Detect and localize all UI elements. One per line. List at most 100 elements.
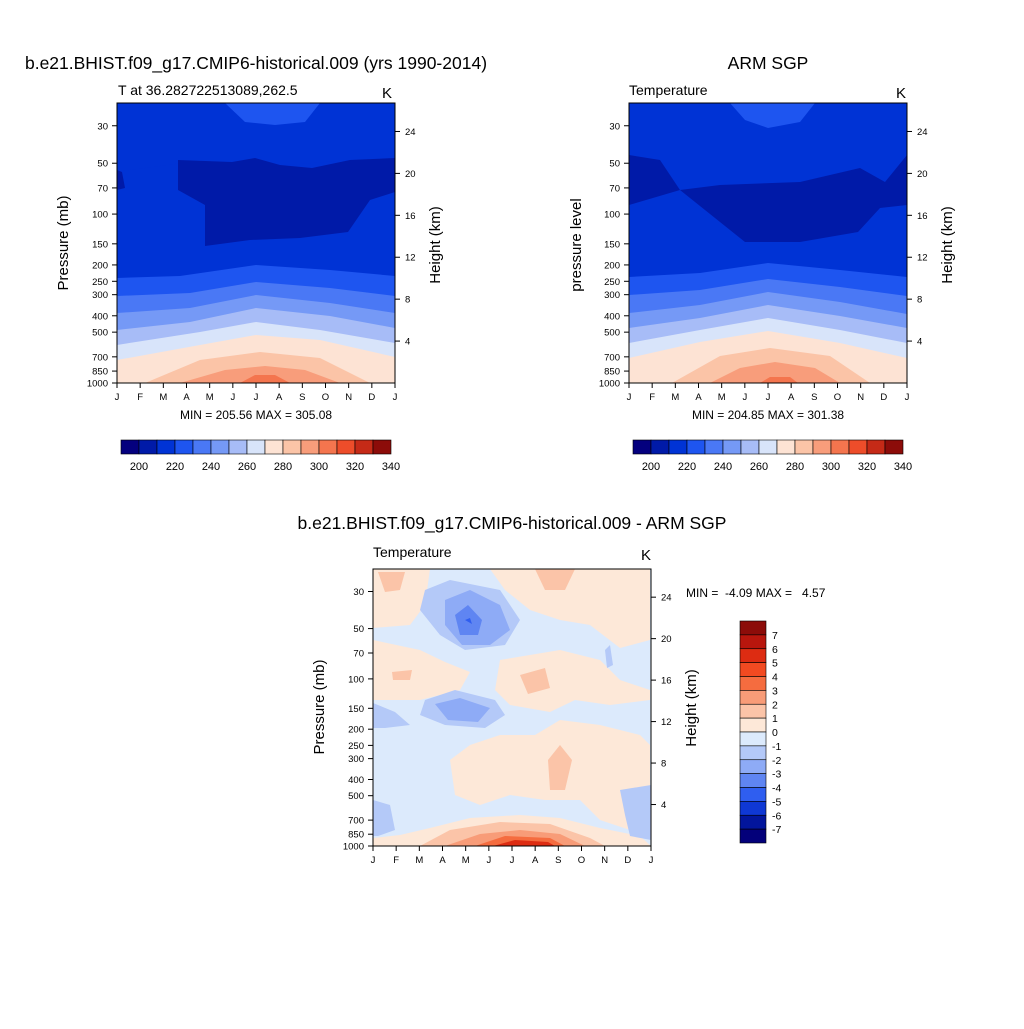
panel-difference-ylabel: Pressure (mb) <box>311 659 328 754</box>
colorbar-swatch <box>739 787 767 802</box>
warm-patch-mid-center <box>495 650 650 712</box>
y-tick-label: 500 <box>604 328 620 339</box>
y-right-tick-label: 4 <box>405 337 410 348</box>
colorbar-label: 1 <box>772 713 778 725</box>
colorbar-swatch <box>300 439 320 455</box>
x-tick-label: J <box>371 855 376 866</box>
cool-patch-low-left <box>373 800 395 836</box>
y-tick-label: 30 <box>97 121 108 132</box>
y-tick-label: 50 <box>353 624 364 635</box>
colorbar-swatch <box>739 676 767 691</box>
y-right-tick-label: 16 <box>405 211 416 222</box>
y-right-tick-label: 20 <box>405 169 416 180</box>
x-tick-label: N <box>601 855 608 866</box>
colorbar-swatch <box>739 703 767 719</box>
y-tick-label: 850 <box>604 367 620 378</box>
panel-observation-units: K <box>896 85 906 102</box>
colorbar-label: -5 <box>772 796 781 808</box>
y-tick-label: 70 <box>609 183 620 194</box>
colorbar-swatch <box>372 439 392 455</box>
y-tick-label: 700 <box>604 352 620 363</box>
colorbar-label: -4 <box>772 783 781 795</box>
colorbar-label: 300 <box>310 461 328 473</box>
y-tick-label: 400 <box>348 775 364 786</box>
y-tick-label: 300 <box>92 290 108 301</box>
x-tick-label: J <box>742 392 747 403</box>
colorbar-swatch <box>156 439 176 455</box>
x-tick-label: J <box>115 392 120 403</box>
panel-observation-title: ARM SGP <box>728 53 809 73</box>
y-tick-label: 30 <box>353 587 364 598</box>
field-max <box>240 375 290 383</box>
x-tick-label: A <box>276 392 283 403</box>
x-tick-label: J <box>766 392 771 403</box>
panel-model-ylabel-right: Height (km) <box>427 206 444 284</box>
colorbar-swatch <box>722 439 742 455</box>
panel-difference-stats: MIN = -4.09 MAX = 4.57 <box>686 586 826 600</box>
colorbar-label: 300 <box>822 461 840 473</box>
colorbar-label: 280 <box>786 461 804 473</box>
warm-patch-mid-center-core <box>520 668 550 694</box>
warm-band-surface-max <box>493 840 555 846</box>
x-tick-label: F <box>649 392 655 403</box>
field-band-305 <box>710 362 840 383</box>
colorbar-swatch <box>776 439 796 455</box>
colorbar-swatch <box>318 439 338 455</box>
colorbar-label: 200 <box>130 461 148 473</box>
field-tropopause-cold-left <box>117 170 125 190</box>
warm-patch-top-left-core <box>378 572 405 592</box>
colorbar-label: 6 <box>772 644 778 656</box>
y-tick-label: 250 <box>92 277 108 288</box>
x-tick-label: O <box>834 392 841 403</box>
colorbar-label: -3 <box>772 769 781 781</box>
colorbar-label: 2 <box>772 699 778 711</box>
cool-patch-upper-min <box>465 618 472 624</box>
colorbar-swatch <box>174 439 194 455</box>
x-tick-label: M <box>206 392 214 403</box>
colorbar-swatch <box>632 439 652 455</box>
warm-patch-mid-left <box>373 640 470 700</box>
colorbar-swatch <box>120 439 140 455</box>
x-tick-label: O <box>578 855 585 866</box>
y-tick-label: 150 <box>604 239 620 250</box>
x-tick-label: D <box>880 392 887 403</box>
y-right-tick-label: 8 <box>405 295 410 306</box>
y-tick-label: 500 <box>92 328 108 339</box>
x-tick-label: A <box>439 855 446 866</box>
panel-model-ylabel: Pressure (mb) <box>55 195 72 290</box>
y-tick-label: 850 <box>92 367 108 378</box>
warm-patch-mid-left-core <box>392 670 412 680</box>
x-tick-label: J <box>393 392 398 403</box>
field-tropopause-cold <box>629 155 907 242</box>
y-tick-label: 30 <box>609 121 620 132</box>
warm-patch-low-core <box>548 745 572 790</box>
colorbar-swatch <box>739 690 767 705</box>
cool-speck <box>605 645 613 668</box>
colorbar-swatch <box>668 439 688 455</box>
colorbar-label: 220 <box>678 461 696 473</box>
colorbar-label: 280 <box>274 461 292 473</box>
y-right-tick-label: 12 <box>405 253 416 264</box>
x-tick-label: A <box>788 392 795 403</box>
warm-patch-top-right <box>490 569 650 648</box>
colorbar-swatch <box>739 773 767 788</box>
x-tick-label: D <box>368 392 375 403</box>
colorbar-swatch <box>739 634 767 650</box>
cool-patch-low-right <box>620 785 651 840</box>
field-band-305 <box>180 366 340 383</box>
colorbar-swatch <box>884 439 904 455</box>
y-right-tick-label: 24 <box>405 127 416 138</box>
y-tick-label: 150 <box>348 704 364 715</box>
x-tick-label: O <box>322 392 329 403</box>
y-tick-label: 1000 <box>87 379 108 390</box>
colorbar-label: 3 <box>772 685 778 697</box>
x-tick-label: S <box>299 392 305 403</box>
colorbar-swatch <box>830 439 850 455</box>
panel-model: b.e21.BHIST.f09_g17.CMIP6-historical.009… <box>25 53 487 473</box>
colorbar-swatch <box>739 828 767 844</box>
panel-difference-title: b.e21.BHIST.f09_g17.CMIP6-historical.009… <box>298 513 727 534</box>
colorbar-swatch <box>739 620 767 636</box>
colorbar-swatch <box>228 439 248 455</box>
colorbar-label: 320 <box>346 461 364 473</box>
warm-patch-top-right-core <box>535 569 575 590</box>
